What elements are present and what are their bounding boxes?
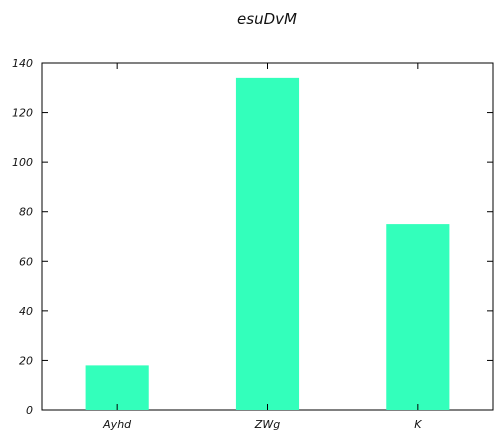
bar-k: [386, 224, 450, 410]
y-tick-label: 140: [12, 57, 33, 70]
y-tick-label: 80: [19, 206, 33, 219]
y-tick-label: 20: [19, 354, 33, 367]
y-tick-label: 60: [19, 255, 33, 268]
y-tick-label: 40: [19, 305, 33, 318]
y-axis: 0 20 40 60 80 100 120 140: [12, 57, 493, 417]
y-tick-label: 0: [26, 404, 33, 417]
bars-group: [85, 77, 450, 410]
bar-ayhd: [85, 365, 149, 410]
x-tick-label: Ayhd: [102, 418, 132, 431]
bar-zwg: [235, 77, 300, 410]
x-axis: Ayhd ZWg K: [102, 63, 422, 431]
y-tick-label: 120: [12, 107, 33, 120]
x-tick-label: K: [414, 418, 422, 431]
y-tick-label: 100: [12, 156, 33, 169]
chart-title: esuDvM: [237, 10, 297, 28]
x-tick-label: ZWg: [254, 418, 280, 431]
